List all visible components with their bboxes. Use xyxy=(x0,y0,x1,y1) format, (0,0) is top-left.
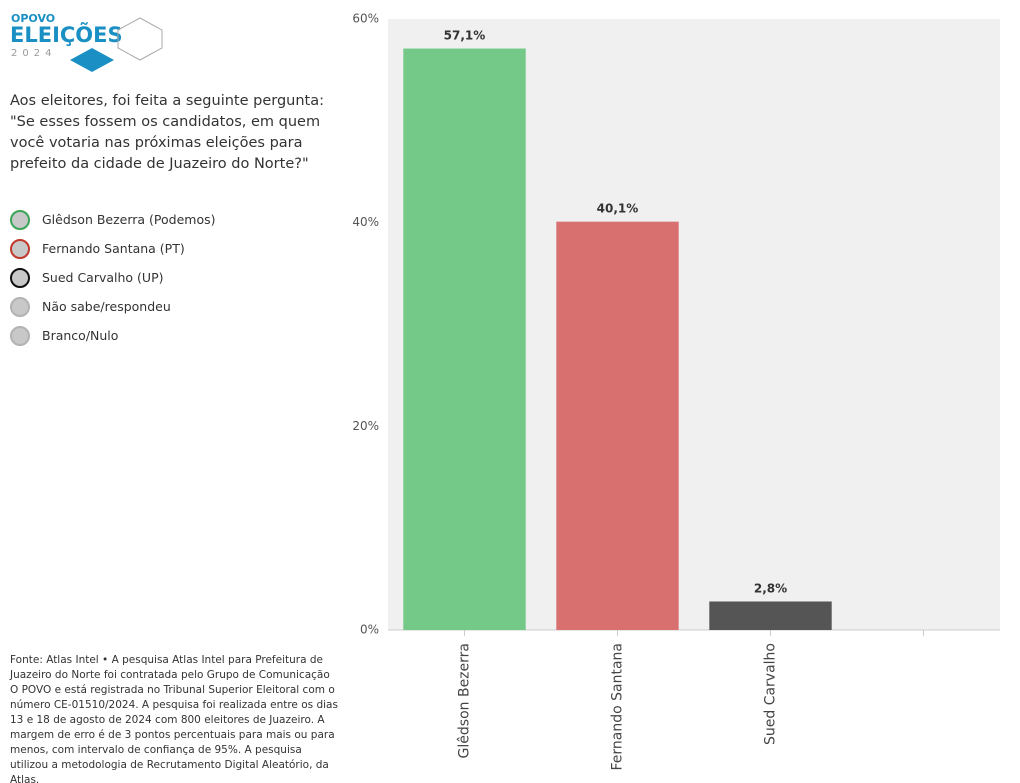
legend: Glêdson Bezerra (Podemos) Fernando Santan… xyxy=(10,205,216,350)
bar xyxy=(556,221,679,631)
legend-icon xyxy=(10,238,30,259)
logo-year: 2024 xyxy=(11,48,56,59)
logo-shape xyxy=(117,17,163,61)
legend-icon xyxy=(10,325,30,346)
legend-label: Sued Carvalho (UP) xyxy=(42,270,164,285)
legend-label: Não sabe/respondeu xyxy=(42,299,171,314)
legend-label: Fernando Santana (PT) xyxy=(42,241,185,256)
legend-icon xyxy=(10,296,30,317)
legend-item: Branco/Nulo xyxy=(10,321,216,350)
y-tick-label: 20% xyxy=(352,419,379,433)
legend-icon xyxy=(10,267,30,288)
y-tick-label: 60% xyxy=(352,12,379,26)
legend-label: Branco/Nulo xyxy=(42,328,119,343)
logo-title: ELEIÇÕES xyxy=(10,22,123,47)
legend-item: Sued Carvalho (UP) xyxy=(10,263,216,292)
y-tick-label: 40% xyxy=(352,215,379,229)
brand: OPOVO xyxy=(11,12,55,25)
source: Fonte: Atlas Intel • A pesquisa Atlas In… xyxy=(10,654,338,783)
legend-item: Fernando Santana (PT) xyxy=(10,234,216,263)
value-label: 2,8% xyxy=(754,581,787,595)
legend-icon xyxy=(10,209,30,230)
bar xyxy=(403,48,526,630)
x-tick-label: Glêdson Bezerra xyxy=(457,643,473,758)
logo-shape xyxy=(70,48,114,72)
legend-item: Não sabe/respondeu xyxy=(10,292,216,321)
value-label: 57,1% xyxy=(444,29,486,43)
logo: OPOVO ELEIÇÕES 2024 xyxy=(10,12,163,72)
y-tick-label: 0% xyxy=(360,623,379,637)
question: Aos eleitores, foi feita a seguinte perg… xyxy=(10,93,325,172)
x-tick-label: Fernando Santana xyxy=(610,643,626,771)
bar xyxy=(709,601,832,630)
x-tick-label: Sued Carvalho xyxy=(763,643,779,745)
plot-area xyxy=(388,19,1000,630)
legend-item: Glêdson Bezerra (Podemos) xyxy=(10,205,216,234)
legend-label: Glêdson Bezerra (Podemos) xyxy=(42,212,216,227)
value-label: 40,1% xyxy=(597,202,639,216)
